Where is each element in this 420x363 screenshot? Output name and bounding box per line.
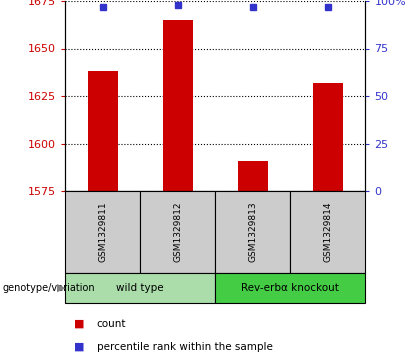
Bar <box>215 273 365 303</box>
Text: ■: ■ <box>74 342 84 352</box>
Text: GSM1329814: GSM1329814 <box>323 202 332 262</box>
Bar <box>65 273 215 303</box>
Bar <box>290 191 365 273</box>
Text: wild type: wild type <box>116 283 164 293</box>
Text: Rev-erbα knockout: Rev-erbα knockout <box>241 283 339 293</box>
Bar <box>313 83 343 191</box>
Text: ▶: ▶ <box>57 283 65 293</box>
Bar <box>140 191 215 273</box>
Bar <box>65 191 140 273</box>
Text: ■: ■ <box>74 319 84 329</box>
Bar <box>163 20 193 191</box>
Text: percentile rank within the sample: percentile rank within the sample <box>97 342 273 352</box>
Bar <box>88 71 118 191</box>
Bar <box>238 160 268 191</box>
Text: GSM1329813: GSM1329813 <box>248 202 257 262</box>
Text: genotype/variation: genotype/variation <box>2 283 95 293</box>
Text: count: count <box>97 319 126 329</box>
Text: GSM1329812: GSM1329812 <box>173 202 182 262</box>
Text: GSM1329811: GSM1329811 <box>98 202 107 262</box>
Bar <box>215 191 290 273</box>
